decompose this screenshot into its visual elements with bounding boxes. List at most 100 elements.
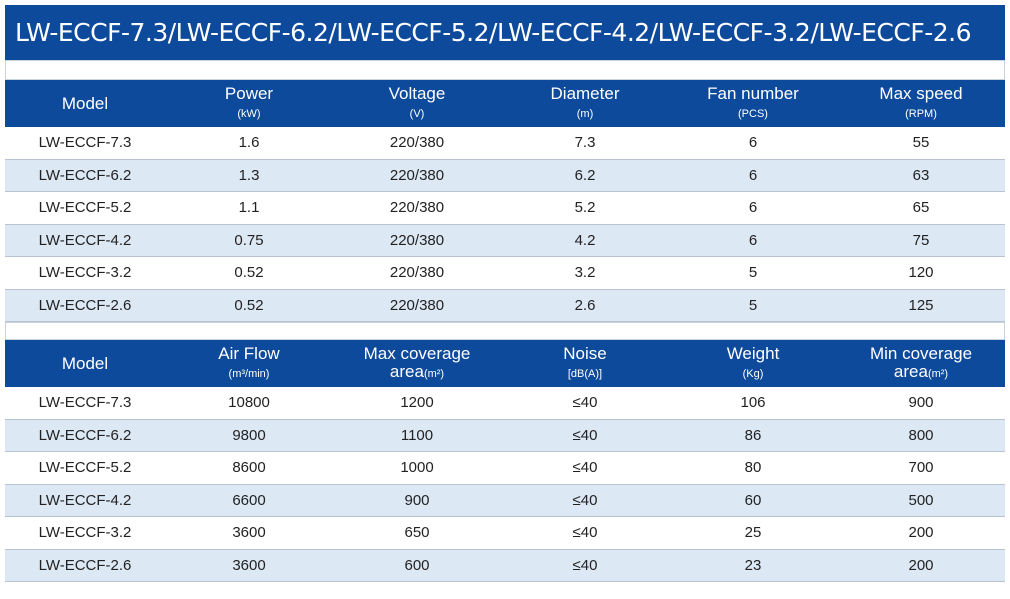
cell: LW-ECCF-4.2 [5, 484, 165, 517]
data-row: LW-ECCF-5.2 8600 1000 ≤40 80 700 [5, 451, 1005, 485]
data-row: LW-ECCF-4.2 0.75 220/380 4.2 6 75 [5, 224, 1005, 257]
header-cell: Max speed (RPM) [837, 80, 1005, 127]
header-cell: Min coverage area(m²) [837, 340, 1005, 387]
header-cell: Fan number (PCS) [669, 80, 837, 127]
header-label: area [893, 361, 928, 381]
cell: 6.2 [501, 159, 669, 192]
header-unit: (m²) [927, 367, 949, 380]
cell: 1000 [333, 451, 501, 485]
header-label: Model [61, 353, 109, 373]
header-row: Model Power (kW) Voltage (V) Diameter (m) Fan n… [5, 80, 1005, 127]
cell: 55 [837, 127, 1005, 160]
cell: LW-ECCF-2.6 [5, 549, 165, 582]
cell: 0.75 [165, 224, 333, 257]
header-unit: (PCS) [738, 107, 768, 120]
cell: 125 [837, 289, 1005, 322]
header-label: Max coverage [363, 343, 471, 363]
header-cell: Noise [dB(A)] [501, 340, 669, 387]
data-row: LW-ECCF-4.2 6600 900 ≤40 60 500 [5, 484, 1005, 517]
cell: 3.2 [501, 256, 669, 290]
cell: 23 [669, 549, 837, 582]
cell: 6 [669, 191, 837, 225]
spec-table: Model Power (kW) Voltage (V) Diameter (m) Fan n… [5, 80, 1005, 322]
cell: 200 [837, 516, 1005, 550]
cell: LW-ECCF-4.2 [5, 224, 165, 257]
cell: 10800 [165, 387, 333, 420]
header-cell: Weight (Kg) [669, 340, 837, 387]
header-label: Model [61, 93, 109, 113]
data-row: LW-ECCF-2.6 3600 600 ≤40 23 200 [5, 549, 1005, 582]
header-label: Fan number [707, 83, 799, 103]
cell: 900 [333, 484, 501, 517]
cell: 220/380 [333, 289, 501, 322]
cell: ≤40 [501, 516, 669, 550]
header-unit: (m) [576, 107, 594, 120]
cell: 220/380 [333, 127, 501, 160]
cell: 1200 [333, 387, 501, 420]
cell: ≤40 [501, 387, 669, 420]
cell: 63 [837, 159, 1005, 192]
cell: 1100 [333, 419, 501, 452]
cell: ≤40 [501, 484, 669, 517]
data-row: LW-ECCF-6.2 9800 1100 ≤40 86 800 [5, 419, 1005, 452]
cell: 900 [837, 387, 1005, 420]
cell: 1.6 [165, 127, 333, 160]
cell: 6 [669, 224, 837, 257]
header-unit: (V) [409, 107, 425, 120]
cell: LW-ECCF-5.2 [5, 191, 165, 225]
cell: ≤40 [501, 549, 669, 582]
header-cell: Diameter (m) [501, 80, 669, 127]
cell: 65 [837, 191, 1005, 225]
cell: 1.1 [165, 191, 333, 225]
cell: 5 [669, 289, 837, 322]
cell: 220/380 [333, 256, 501, 290]
cell: LW-ECCF-2.6 [5, 289, 165, 322]
cell: ≤40 [501, 451, 669, 485]
cell: 9800 [165, 419, 333, 452]
spec-table: Model Air Flow (m³/min) Max coverage area(m²… [5, 340, 1005, 582]
cell: LW-ECCF-7.3 [5, 127, 165, 160]
header-label: Voltage [388, 83, 446, 103]
cell: 5 [669, 256, 837, 290]
cell: 6 [669, 127, 837, 160]
header-unit: (m³/min) [228, 367, 270, 380]
cell: 8600 [165, 451, 333, 485]
data-row: LW-ECCF-3.2 0.52 220/380 3.2 5 120 [5, 256, 1005, 290]
cell: LW-ECCF-3.2 [5, 256, 165, 290]
header-label: Weight [726, 343, 780, 363]
cell: 25 [669, 516, 837, 550]
cell: 7.3 [501, 127, 669, 160]
header-cell: Model [5, 80, 165, 127]
header-unit: (Kg) [742, 367, 764, 380]
cell: 0.52 [165, 289, 333, 322]
header-label: Air Flow [218, 343, 280, 363]
data-row: LW-ECCF-7.3 1.6 220/380 7.3 6 55 [5, 127, 1005, 160]
cell: 220/380 [333, 191, 501, 225]
cell: LW-ECCF-5.2 [5, 451, 165, 485]
header-row: Model Air Flow (m³/min) Max coverage area(m²… [5, 340, 1005, 387]
cell: 80 [669, 451, 837, 485]
spacer [5, 322, 1005, 340]
cell: 700 [837, 451, 1005, 485]
cell: 106 [669, 387, 837, 420]
spacer [5, 60, 1005, 80]
header-label: Min coverage [869, 343, 973, 363]
header-unit: (kW) [237, 107, 261, 120]
header-label: Max speed [879, 83, 963, 103]
cell: 6600 [165, 484, 333, 517]
cell: 500 [837, 484, 1005, 517]
data-row: LW-ECCF-2.6 0.52 220/380 2.6 5 125 [5, 289, 1005, 322]
data-row: LW-ECCF-6.2 1.3 220/380 6.2 6 63 [5, 159, 1005, 192]
cell: 3600 [165, 549, 333, 582]
header-cell: Voltage (V) [333, 80, 501, 127]
header-label: Diameter [550, 83, 620, 103]
header-label: Noise [563, 343, 607, 363]
header-cell: Model [5, 340, 165, 387]
data-row: LW-ECCF-7.3 10800 1200 ≤40 106 900 [5, 387, 1005, 420]
cell: 75 [837, 224, 1005, 257]
data-row: LW-ECCF-5.2 1.1 220/380 5.2 6 65 [5, 191, 1005, 225]
cell: 6 [669, 159, 837, 192]
cell: 0.52 [165, 256, 333, 290]
header-label: area [389, 361, 424, 381]
